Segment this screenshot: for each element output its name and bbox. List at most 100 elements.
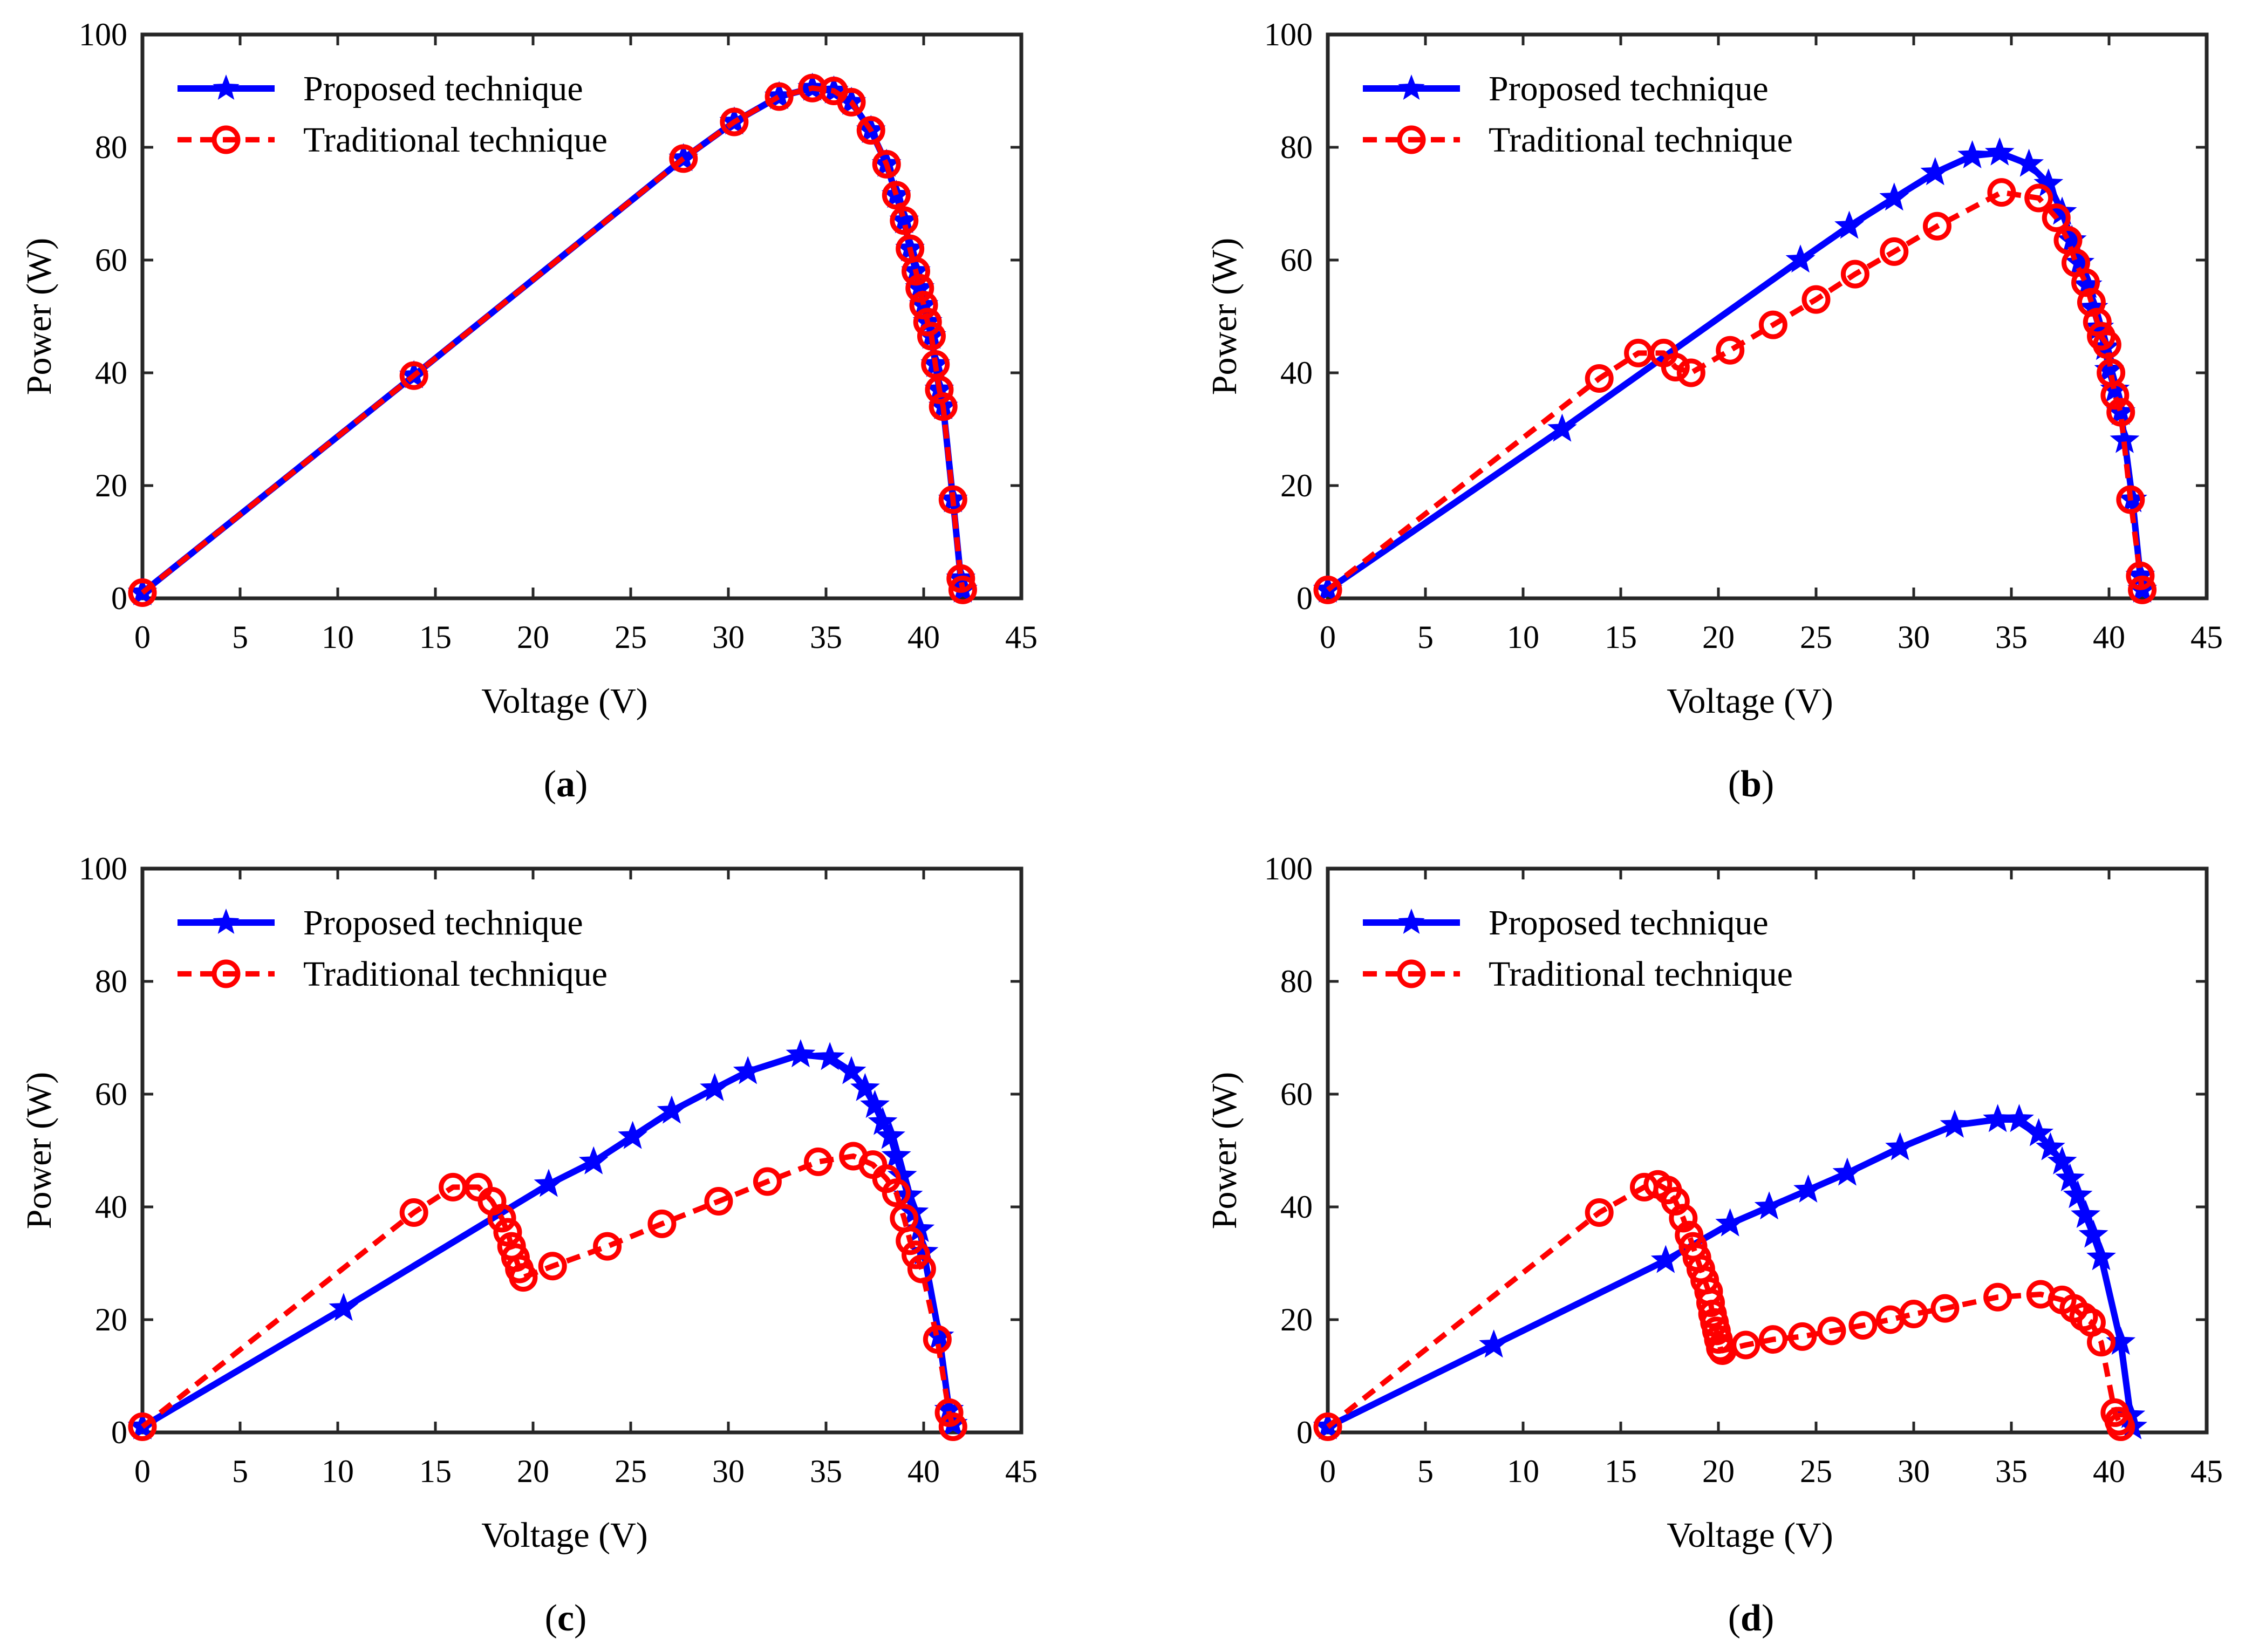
y-tick-label: 40 — [95, 355, 127, 391]
data-point-star — [1754, 1191, 1784, 1220]
data-point-circle — [1676, 358, 1705, 387]
legend: Proposed technique Traditional technique — [1363, 903, 1793, 994]
plot-area — [140, 32, 1023, 600]
y-tick-label: 40 — [1280, 355, 1313, 391]
data-point-circle — [753, 1167, 782, 1196]
data-point-circle — [2128, 575, 2157, 604]
chart-panel-d: 0 5 10 15 20 25 30 35 40 45 0 20 40 60 80 100 Voltage (V… — [1205, 851, 2223, 1639]
x-tick-label: 20 — [517, 619, 549, 655]
x-tick-label: 30 — [1898, 619, 1930, 655]
data-point-circle — [1669, 1204, 1698, 1233]
x-tick-label: 25 — [615, 619, 647, 655]
data-point-circle — [1840, 260, 1869, 289]
data-point-star — [2004, 1104, 2034, 1132]
series-line — [140, 85, 966, 595]
data-point-circle — [929, 392, 958, 421]
data-point-circle — [1880, 237, 1909, 266]
data-point-star — [1885, 1132, 1915, 1161]
chart-panel-c: 0 5 10 15 20 25 30 35 40 45 0 20 40 60 80 100 Voltage (V… — [19, 851, 1038, 1639]
x-tick-label: 0 — [134, 619, 151, 655]
data-point-star — [2036, 1132, 2065, 1161]
data-point-star — [786, 1039, 816, 1068]
x-tick-label: 10 — [1507, 619, 1539, 655]
data-point-star — [700, 1073, 730, 1101]
data-point-circle — [1758, 1325, 1787, 1354]
data-point-circle — [2116, 485, 2145, 514]
y-tick-label: 80 — [1280, 129, 1313, 165]
caption-letter: d — [1741, 1598, 1762, 1639]
y-axis-label: Power (W) — [19, 1072, 59, 1229]
x-tick-label: 20 — [1702, 1453, 1735, 1489]
data-point-circle — [907, 1254, 936, 1284]
y-axis-label: Power (W) — [19, 238, 59, 395]
x-tick-label: 30 — [1898, 1453, 1930, 1489]
data-point-circle — [647, 1209, 677, 1238]
x-tick-label: 10 — [322, 619, 354, 655]
series-line — [140, 1153, 956, 1429]
data-point-star — [2024, 1118, 2054, 1146]
y-tick-label: 40 — [1280, 1189, 1313, 1225]
data-point-star — [1650, 1245, 1681, 1273]
legend-entry-label: Proposed technique — [1489, 69, 1769, 108]
data-point-star — [1984, 137, 2015, 166]
x-tick-label: 40 — [907, 619, 940, 655]
caption-paren-open: ( — [545, 1598, 557, 1639]
x-tick-label: 25 — [1800, 619, 1832, 655]
x-tick-label: 40 — [907, 1453, 940, 1489]
data-point-circle — [593, 1232, 622, 1261]
data-point-circle — [938, 1412, 967, 1442]
x-tick-label: 15 — [419, 619, 452, 655]
y-tick-label: 100 — [1264, 17, 1313, 52]
data-point-circle — [1731, 1330, 1760, 1360]
caption-letter: a — [556, 763, 575, 805]
y-axis-label: Power (W) — [1205, 238, 1244, 395]
data-point-star — [329, 1293, 359, 1321]
data-point-star — [2055, 1163, 2085, 1192]
data-point-circle — [902, 257, 931, 286]
data-point-circle — [946, 564, 975, 593]
data-point-circle — [487, 1204, 516, 1233]
y-tick-label: 0 — [111, 581, 127, 616]
data-point-circle — [1930, 1294, 1960, 1323]
data-point-circle — [1313, 1412, 1342, 1442]
data-point-circle — [2092, 330, 2121, 359]
y-tick-label: 0 — [1296, 1415, 1313, 1450]
data-point-circle — [1661, 1187, 1690, 1216]
data-point-star — [534, 1169, 564, 1197]
y-tick-label: 0 — [1296, 581, 1313, 616]
chart-panel-a: 0 5 10 15 20 25 30 35 40 45 0 20 40 60 80 100 Voltage (V… — [19, 17, 1038, 805]
data-point-circle — [509, 1263, 538, 1292]
legend-star-marker — [1398, 74, 1425, 100]
y-tick-label: 20 — [95, 468, 127, 503]
panel-caption: (c) — [545, 1598, 587, 1639]
legend-star-marker — [1398, 909, 1425, 934]
caption-letter: c — [557, 1598, 574, 1639]
legend-entry-label: Traditional technique — [1489, 954, 1793, 994]
data-point-circle — [913, 308, 942, 337]
y-tick-label: 0 — [111, 1415, 127, 1450]
data-point-circle — [1661, 353, 1690, 382]
data-point-star — [1920, 157, 1950, 186]
data-point-star — [618, 1121, 647, 1149]
y-tick-label: 100 — [1264, 851, 1313, 886]
data-point-star — [815, 1042, 845, 1070]
data-point-star — [578, 1146, 609, 1175]
data-point-circle — [890, 206, 919, 235]
x-tick-label: 10 — [322, 1453, 354, 1489]
data-point-star — [1832, 1157, 1862, 1186]
data-point-circle — [1801, 285, 1831, 314]
data-point-circle — [1987, 178, 2016, 207]
data-point-star — [2086, 1242, 2116, 1271]
data-point-star — [1957, 140, 1987, 168]
legend-star-marker — [213, 74, 240, 100]
data-point-circle — [2024, 183, 2053, 213]
data-point-circle — [1817, 1316, 1846, 1346]
data-point-circle — [1899, 1300, 1928, 1329]
chart-panel-b: 0 5 10 15 20 25 30 35 40 45 0 20 40 60 80 100 Voltage (V… — [1205, 17, 2223, 805]
x-tick-label: 35 — [1995, 1453, 2028, 1489]
y-axis-label: Power (W) — [1205, 1072, 1244, 1229]
legend-entry-label: Traditional technique — [303, 120, 608, 160]
data-point-circle — [1313, 575, 1342, 604]
data-point-circle — [493, 1218, 522, 1247]
